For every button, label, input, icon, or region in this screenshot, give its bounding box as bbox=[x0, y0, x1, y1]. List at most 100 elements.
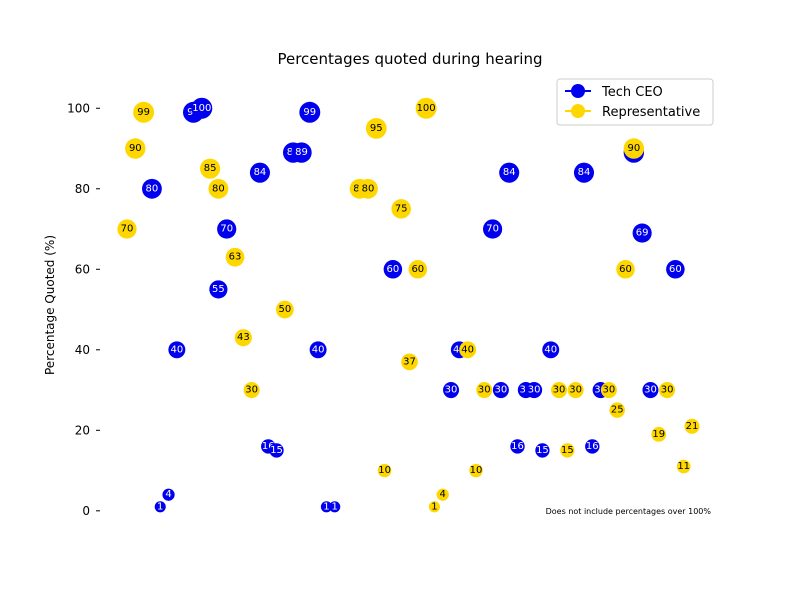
point-label: 84 bbox=[578, 167, 591, 178]
legend-marker-representative bbox=[571, 104, 585, 118]
point-tech-ceo bbox=[291, 142, 312, 163]
point-tech-ceo bbox=[217, 219, 237, 239]
point-label: 30 bbox=[528, 385, 541, 396]
point-label: 1 bbox=[157, 501, 163, 512]
point-label: 16 bbox=[511, 441, 524, 452]
point-label: 60 bbox=[411, 264, 424, 275]
point-label: 30 bbox=[445, 385, 458, 396]
point-tech-ceo bbox=[492, 382, 509, 399]
point-representative bbox=[436, 488, 449, 501]
point-tech-ceo bbox=[542, 341, 560, 359]
y-tick-label: 20 bbox=[75, 423, 90, 437]
point-label: 30 bbox=[661, 385, 674, 396]
point-label: 100 bbox=[192, 103, 211, 114]
chart-title: Percentages quoted during hearing bbox=[277, 50, 542, 68]
point-label: 80 bbox=[212, 183, 225, 194]
point-label: 84 bbox=[503, 167, 516, 178]
legend-frame bbox=[556, 78, 714, 126]
point-label: 80 bbox=[146, 183, 159, 194]
point-label: 95 bbox=[370, 123, 383, 134]
y-axis-label: Percentage Quoted (%) bbox=[43, 235, 57, 375]
point-representative bbox=[676, 459, 691, 474]
point-tech-ceo bbox=[482, 219, 503, 239]
legend-label-representative: Representative bbox=[602, 105, 700, 120]
legend-marker-tech-ceo bbox=[571, 84, 585, 98]
point-label: 60 bbox=[619, 264, 632, 275]
point-representative bbox=[365, 118, 387, 139]
point-representative bbox=[208, 178, 229, 199]
point-label: 75 bbox=[395, 203, 408, 214]
point-representative bbox=[415, 97, 437, 119]
point-label: 30 bbox=[553, 385, 566, 396]
point-label: 30 bbox=[495, 385, 508, 396]
point-tech-ceo bbox=[329, 501, 341, 513]
y-tick-label: 0 bbox=[82, 504, 90, 518]
point-tech-ceo bbox=[191, 97, 213, 119]
point-representative bbox=[243, 382, 260, 399]
point-label: 1 bbox=[332, 501, 338, 512]
point-label: 40 bbox=[312, 344, 325, 355]
y-axis-ticks: 0 20 40 60 80 100 bbox=[67, 101, 100, 518]
point-representative bbox=[459, 341, 477, 359]
point-representative bbox=[225, 247, 245, 267]
point-representative bbox=[125, 138, 146, 159]
point-tech-ceo bbox=[642, 382, 659, 399]
point-representative bbox=[616, 260, 635, 279]
point-tech-ceo bbox=[299, 101, 321, 123]
point-representative bbox=[391, 199, 411, 219]
point-label: 37 bbox=[403, 356, 416, 367]
point-representative bbox=[567, 382, 584, 399]
point-representative bbox=[133, 101, 155, 123]
point-representative bbox=[651, 426, 667, 442]
point-label: 10 bbox=[378, 465, 391, 476]
point-tech-ceo bbox=[209, 280, 228, 299]
point-tech-ceo bbox=[154, 501, 166, 513]
point-label: 55 bbox=[212, 284, 225, 295]
point-representative bbox=[560, 443, 575, 458]
point-label: 40 bbox=[461, 344, 474, 355]
point-label: 60 bbox=[387, 264, 400, 275]
point-label: 4 bbox=[165, 489, 171, 500]
data-points: 1480409910055708416158989994011603040703… bbox=[117, 97, 700, 513]
point-label: 25 bbox=[611, 405, 624, 416]
point-label: 90 bbox=[627, 143, 640, 154]
point-label: 70 bbox=[486, 224, 499, 235]
point-representative bbox=[609, 402, 625, 418]
point-label: 21 bbox=[686, 421, 699, 432]
point-label: 1 bbox=[323, 501, 329, 512]
point-representative bbox=[200, 158, 221, 179]
point-tech-ceo bbox=[632, 223, 652, 243]
point-label: 10 bbox=[470, 465, 483, 476]
point-label: 15 bbox=[561, 445, 574, 456]
point-representative bbox=[551, 382, 568, 399]
point-tech-ceo bbox=[142, 178, 162, 199]
point-label: 85 bbox=[204, 163, 217, 174]
point-label: 16 bbox=[262, 441, 275, 452]
point-representative bbox=[600, 382, 617, 399]
point-tech-ceo bbox=[666, 260, 685, 279]
point-label: 15 bbox=[536, 445, 549, 456]
point-representative bbox=[401, 353, 418, 371]
point-representative bbox=[623, 138, 645, 159]
point-label: 99 bbox=[137, 107, 150, 118]
point-tech-ceo bbox=[383, 260, 403, 279]
point-label: 11 bbox=[677, 461, 690, 472]
legend-label-tech-ceo: Tech CEO bbox=[601, 85, 663, 100]
point-label: 89 bbox=[295, 147, 308, 158]
y-tick-label: 60 bbox=[75, 262, 90, 276]
point-representative bbox=[275, 300, 294, 319]
y-tick-label: 80 bbox=[75, 182, 90, 196]
point-label: 90 bbox=[129, 143, 142, 154]
point-tech-ceo bbox=[162, 488, 175, 501]
point-label: 4 bbox=[440, 489, 446, 500]
point-label: 70 bbox=[121, 224, 134, 235]
point-representative bbox=[358, 178, 378, 199]
point-label: 30 bbox=[569, 385, 582, 396]
point-label: 30 bbox=[245, 385, 258, 396]
point-label: 99 bbox=[303, 107, 316, 118]
point-label: 15 bbox=[270, 445, 283, 456]
point-label: 30 bbox=[594, 385, 607, 396]
point-representative bbox=[234, 329, 252, 347]
point-tech-ceo bbox=[320, 501, 332, 513]
point-tech-ceo bbox=[309, 341, 327, 359]
